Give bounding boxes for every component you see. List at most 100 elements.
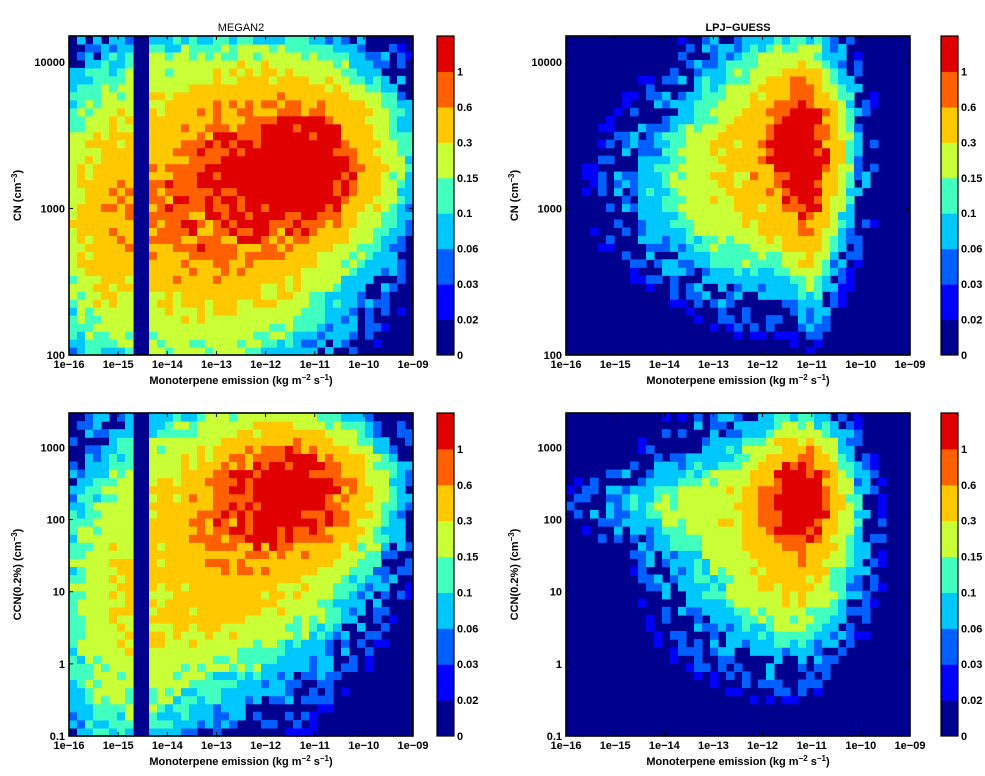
density-cell [662, 582, 671, 592]
density-cell [397, 195, 406, 205]
density-cell [309, 83, 318, 93]
density-cell [381, 235, 390, 244]
density-cell [245, 195, 254, 205]
density-cell [69, 211, 78, 221]
density-cell [213, 703, 222, 713]
density-cell [157, 429, 166, 438]
density-cell [365, 469, 374, 479]
density-cell [854, 477, 863, 487]
density-cell [814, 631, 823, 640]
density-cell [325, 251, 334, 260]
density-cell [365, 517, 374, 527]
density-cell [165, 36, 174, 45]
density-cell [365, 147, 374, 157]
density-cell [261, 83, 270, 93]
density-cell [381, 501, 390, 511]
density-cell [117, 639, 126, 648]
density-cell [253, 43, 262, 53]
density-cell [245, 606, 254, 616]
density-cell [77, 679, 86, 689]
density-cell [197, 663, 206, 672]
density-cell [622, 251, 631, 260]
density-cell [253, 107, 262, 117]
density-cell [173, 695, 182, 705]
density-cell [389, 283, 398, 292]
density-cell [798, 453, 807, 463]
density-cell [838, 155, 847, 165]
density-cell [301, 339, 310, 348]
density-cell [77, 663, 86, 672]
density-cell [846, 534, 855, 543]
density-cell [373, 163, 382, 173]
density-cell [117, 542, 126, 551]
density-cell [798, 51, 807, 61]
density-cell [221, 219, 230, 228]
density-cell [718, 526, 727, 535]
density-cell [189, 227, 198, 236]
density-cell [205, 461, 214, 471]
density-cell [245, 51, 254, 61]
density-cell [758, 163, 767, 173]
density-cell [101, 501, 110, 511]
density-cell [758, 477, 767, 487]
density-cell [101, 647, 110, 656]
density-cell [197, 429, 206, 438]
density-cell [662, 91, 671, 101]
density-cell [606, 243, 615, 252]
panel-1: 1e−16 1e−15 1e−14 1e−13 1e−12 1e−11 1e−10 1e−09… [10, 22, 429, 387]
density-cell [710, 155, 719, 165]
density-cell [830, 437, 839, 446]
density-cell [277, 291, 286, 300]
density-cell [189, 461, 198, 471]
density-cell [726, 291, 735, 300]
density-cell [69, 582, 78, 592]
colorbar-segment [941, 71, 958, 108]
density-cell [758, 598, 767, 608]
density-cell [325, 283, 334, 292]
density-cell [325, 36, 334, 45]
density-cell [397, 469, 406, 479]
density-cell [782, 526, 791, 535]
density-cell [173, 299, 182, 308]
density-cell [85, 195, 94, 205]
density-cell [381, 283, 390, 292]
density-cell [662, 558, 671, 568]
density-cell [229, 639, 238, 648]
density-cell [189, 687, 198, 697]
density-cell [309, 493, 318, 503]
density-cell [125, 631, 134, 640]
density-cell [245, 59, 254, 69]
density-cell [261, 517, 270, 527]
axes-frame [565, 35, 911, 356]
density-cell [229, 243, 238, 252]
density-cell [149, 163, 158, 173]
density-cell [181, 243, 190, 252]
density-cell [213, 51, 222, 61]
density-cell [734, 275, 743, 284]
density-cell [806, 558, 815, 568]
density-cell [181, 719, 190, 729]
density-cell [678, 139, 687, 149]
density-cell [333, 315, 342, 324]
density-cell [782, 501, 791, 511]
density-cell [301, 477, 310, 487]
density-cell [85, 534, 94, 543]
density-cell [822, 453, 831, 463]
density-cell [590, 509, 599, 519]
density-cell [734, 107, 743, 117]
density-cell [237, 67, 246, 77]
density-cell [325, 429, 334, 438]
density-cell [85, 299, 94, 308]
density-cell [830, 195, 839, 205]
density-cell [822, 526, 831, 535]
density-cell [694, 187, 703, 197]
density-cell [189, 235, 198, 244]
density-cell [197, 99, 206, 109]
density-cell [790, 695, 799, 705]
density-cell [357, 179, 366, 189]
density-field [69, 36, 414, 356]
density-cell [301, 711, 310, 721]
density-cell [237, 493, 246, 503]
density-cell [325, 211, 334, 221]
density-cell [197, 123, 206, 133]
